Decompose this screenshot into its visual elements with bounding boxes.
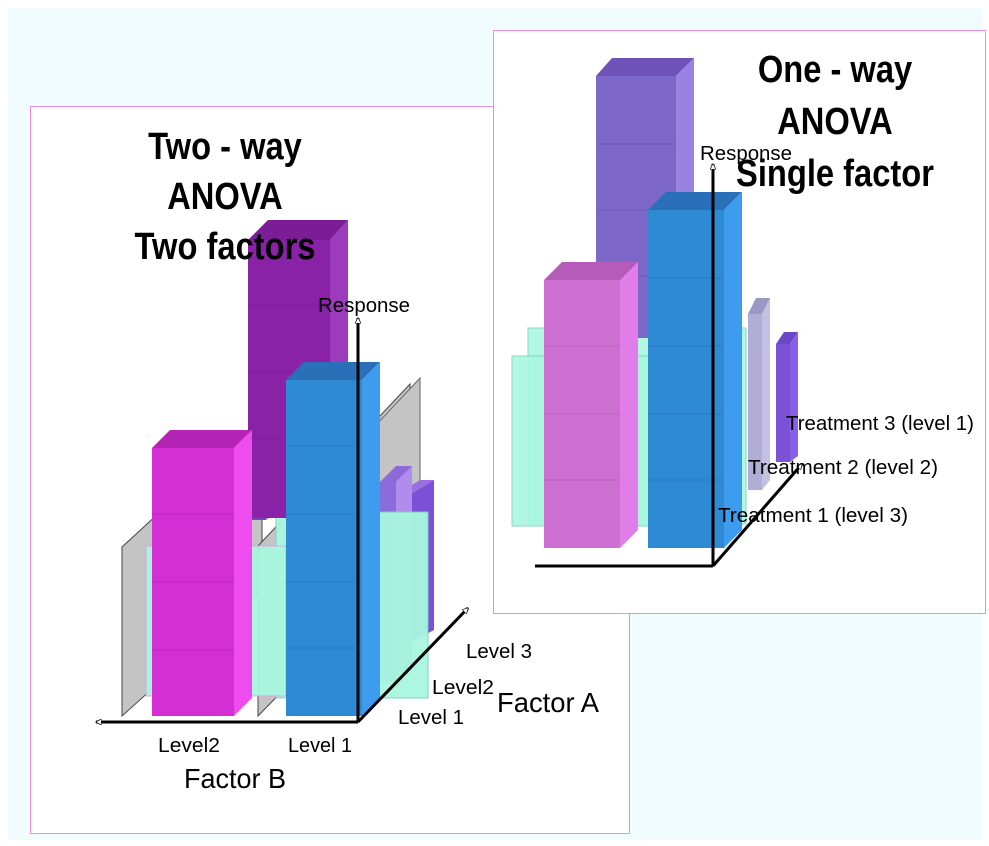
bar-blue <box>286 362 380 716</box>
factor-a-axis <box>356 606 470 724</box>
depth-axis <box>711 464 804 567</box>
response-label: Response <box>318 295 410 317</box>
treatment-2-label: Treatment 2 (level 2) <box>748 457 938 479</box>
bar-magenta <box>152 430 252 716</box>
two-way-title-line2: Two factors <box>134 226 316 268</box>
bar-pink <box>544 262 638 548</box>
bar-back-violet <box>776 332 798 462</box>
factor-b-level-1: Level 1 <box>288 735 352 757</box>
one-way-title: One - way ANOVA Single factor <box>702 44 969 200</box>
bar-back-lilac <box>748 298 770 490</box>
one-way-chart: Response Treatment 3 (level 1) Treatment… <box>511 58 974 568</box>
treatment-1-label: Treatment 1 (level 3) <box>718 505 908 527</box>
factor-a-level-2: Level2 <box>432 677 494 699</box>
factor-a-label: Factor A <box>497 687 599 718</box>
factor-a-level-3: Level 3 <box>466 641 532 663</box>
factor-b-label: Factor B <box>184 763 286 794</box>
one-way-title-line2: Single factor <box>736 153 934 195</box>
factor-a-level-1: Level 1 <box>398 707 464 729</box>
treatment-3-label: Treatment 3 (level 1) <box>786 413 974 435</box>
two-way-chart: Response Factor B Factor A Level2 Level … <box>96 220 599 794</box>
one-way-title-line1: One - way ANOVA <box>757 49 913 143</box>
two-way-title-line1: Two - way ANOVA <box>148 126 302 218</box>
bar-blue <box>648 192 742 548</box>
response-label: Response <box>700 143 792 165</box>
factor-b-level-2: Level2 <box>158 735 220 757</box>
two-way-title: Two - way ANOVA Two factors <box>92 122 359 272</box>
